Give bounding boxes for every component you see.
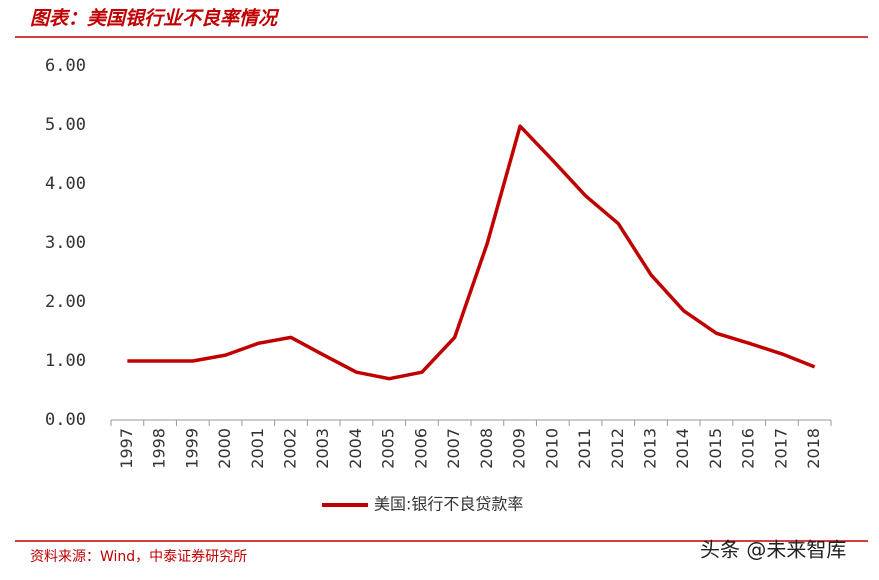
y-tick-label: 4.00 xyxy=(45,174,86,194)
x-tick-label: 2010 xyxy=(542,428,561,469)
x-tick-label: 1998 xyxy=(150,428,169,469)
x-tick-label: 2004 xyxy=(346,428,365,469)
x-tick-label: 2005 xyxy=(379,428,398,469)
x-tick-label: 2006 xyxy=(411,428,430,469)
x-tick-label: 1999 xyxy=(182,428,201,469)
y-tick-label: 2.00 xyxy=(45,292,86,312)
x-tick-label: 2012 xyxy=(608,428,627,469)
data-line xyxy=(127,124,816,381)
chart-title: 图表：美国银行业不良率情况 xyxy=(30,8,280,30)
watermark: 头条 @未来智库 xyxy=(700,538,846,562)
x-tick-label: 2018 xyxy=(804,428,823,469)
y-tick-label: 5.00 xyxy=(45,115,86,135)
x-tick-label: 2003 xyxy=(313,428,332,469)
x-tick-label: 1997 xyxy=(117,428,136,469)
x-tick-label: 2013 xyxy=(641,428,660,469)
x-tick-label: 2002 xyxy=(281,428,300,469)
source-note: 资料来源：Wind，中泰证券研究所 xyxy=(30,549,247,565)
x-tick-label: 2001 xyxy=(248,428,267,469)
x-tick-label: 2011 xyxy=(575,428,594,469)
y-tick-label: 6.00 xyxy=(45,56,86,76)
x-tick-label: 2007 xyxy=(444,428,463,469)
y-tick-label: 0.00 xyxy=(45,410,86,430)
x-tick-label: 2009 xyxy=(510,428,529,469)
x-tick-label: 2014 xyxy=(673,428,692,469)
x-tick-label: 2016 xyxy=(739,428,758,469)
x-tick-label: 2000 xyxy=(215,428,234,469)
x-tick-label: 2008 xyxy=(477,428,496,469)
x-tick-label: 2017 xyxy=(771,428,790,469)
x-tick-label: 2015 xyxy=(706,428,725,469)
y-tick-label: 3.00 xyxy=(45,233,86,253)
y-tick-label: 1.00 xyxy=(45,351,86,371)
legend-label: 美国:银行不良贷款率 xyxy=(374,495,523,514)
